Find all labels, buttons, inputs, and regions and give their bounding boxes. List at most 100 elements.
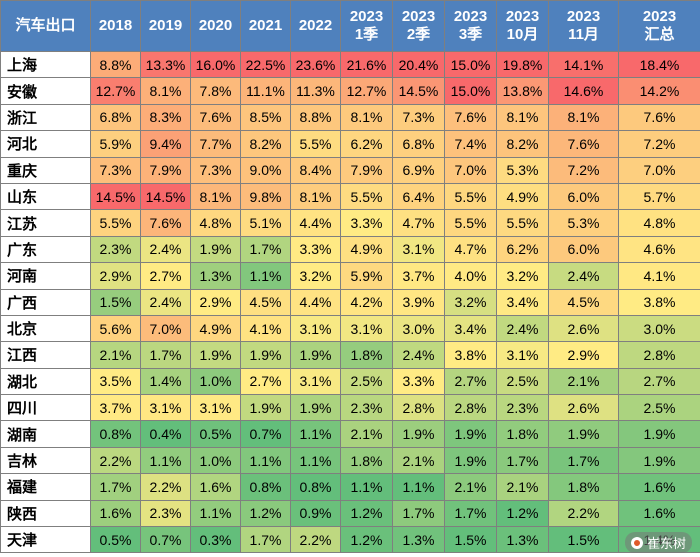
- heatmap-cell: 0.8%: [90, 420, 141, 448]
- heatmap-cell: 4.1%: [618, 262, 700, 290]
- heatmap-cell: 8.1%: [190, 182, 241, 211]
- heatmap-cell: 0.5%: [190, 420, 241, 448]
- heatmap-cell: 15.0%: [444, 77, 497, 105]
- column-header-line: 3季: [458, 26, 483, 43]
- table-row: 吉林 2.2% 1.1% 1.0% 1.1% 1.1% 1.8% 2.1% 1.9% 1.7% 1.…: [0, 446, 700, 475]
- heatmap-cell: 3.4%: [496, 288, 549, 316]
- heatmap-cell: 1.9%: [240, 341, 291, 369]
- heatmap-cell: 1.7%: [90, 473, 141, 501]
- column-header-line: 2020: [198, 17, 233, 34]
- heatmap-cell: 2.4%: [392, 341, 445, 369]
- heatmap-cell: 1.7%: [140, 341, 191, 369]
- heatmap-cell: 7.6%: [140, 209, 191, 237]
- heatmap-cell: 7.0%: [618, 156, 700, 184]
- heatmap-cell: 3.2%: [496, 262, 549, 290]
- heatmap-cell: 4.9%: [340, 235, 393, 264]
- heatmap-cell: 3.3%: [392, 367, 445, 396]
- heatmap-cell: 3.4%: [444, 314, 497, 343]
- heatmap-cell: 8.5%: [240, 103, 291, 132]
- column-header: 2023 10月: [496, 0, 549, 52]
- heatmap-cell: 1.9%: [290, 341, 341, 369]
- heatmap-cell: 4.9%: [190, 314, 241, 343]
- heatmap-cell: 3.2%: [444, 288, 497, 316]
- heatmap-cell: 9.8%: [240, 182, 291, 211]
- heatmap-cell: 6.8%: [90, 103, 141, 132]
- column-header-line: 2023: [642, 8, 677, 25]
- heatmap-cell: 1.9%: [190, 235, 241, 264]
- heatmap-cell: 1.9%: [190, 341, 241, 369]
- heatmap-cell: 1.8%: [548, 473, 619, 501]
- column-header-line: 2022: [298, 17, 333, 34]
- heatmap-cell: 2.7%: [240, 367, 291, 396]
- column-header: 2022: [290, 0, 341, 52]
- row-label: 浙江: [0, 103, 91, 132]
- table-row: 上海 8.8% 13.3% 16.0% 22.5% 23.6% 21.6% 20.4% 15.0…: [0, 50, 700, 79]
- heatmap-cell: 2.9%: [548, 341, 619, 369]
- heatmap-cell: 14.2%: [618, 77, 700, 105]
- heatmap-cell: 6.0%: [548, 182, 619, 211]
- heatmap-cell: 7.2%: [548, 156, 619, 184]
- heatmap-cell: 2.3%: [90, 235, 141, 264]
- heatmap-cell: 3.7%: [90, 394, 141, 422]
- table-row: 天津 0.5% 0.7% 0.3% 1.7% 2.2% 1.2% 1.3% 1.5% 1.3% 1.…: [0, 526, 700, 554]
- column-header-line: 2023: [401, 8, 436, 25]
- column-header-line: 2023: [566, 8, 601, 25]
- heatmap-cell: 3.2%: [290, 262, 341, 290]
- heatmap-cell: 2.6%: [548, 314, 619, 343]
- heatmap-cell: 3.1%: [496, 341, 549, 369]
- heatmap-cell: 4.4%: [290, 288, 341, 316]
- column-header-line: 2023: [453, 8, 488, 25]
- heatmap-cell: 1.9%: [444, 420, 497, 448]
- heatmap-cell: 1.6%: [618, 499, 700, 528]
- heatmap-cell: 4.4%: [290, 209, 341, 237]
- heatmap-cell: 3.1%: [140, 394, 191, 422]
- heatmap-cell: 1.6%: [618, 473, 700, 501]
- heatmap-cell: 22.5%: [240, 50, 291, 79]
- heatmap-cell: 1.6%: [90, 499, 141, 528]
- heatmap-cell: 2.1%: [444, 473, 497, 501]
- row-label: 重庆: [0, 156, 91, 184]
- heatmap-cell: 2.7%: [618, 367, 700, 396]
- heatmap-cell: 3.8%: [444, 341, 497, 369]
- watermark-text: 崔东树: [646, 537, 686, 552]
- heatmap-cell: 2.5%: [340, 367, 393, 396]
- heatmap-cell: 0.8%: [240, 473, 291, 501]
- column-header-line: 2023: [505, 8, 540, 25]
- heatmap-cell: 14.6%: [548, 77, 619, 105]
- heatmap-cell: 3.1%: [190, 394, 241, 422]
- column-header-line: 11月: [568, 26, 599, 43]
- column-header: 2023 汇总: [618, 0, 700, 52]
- heatmap-cell: 2.5%: [618, 394, 700, 422]
- heatmap-cell: 1.5%: [90, 288, 141, 316]
- column-header-line: 10月: [506, 26, 539, 43]
- heatmap-cell: 1.8%: [340, 341, 393, 369]
- heatmap-cell: 12.7%: [340, 77, 393, 105]
- column-header-line: 2023: [349, 8, 384, 25]
- heatmap-cell: 7.8%: [190, 77, 241, 105]
- heatmap-cell: 8.3%: [140, 103, 191, 132]
- heatmap-cell: 2.5%: [496, 367, 549, 396]
- heatmap-cell: 13.8%: [496, 77, 549, 105]
- column-header-line: 2021: [248, 17, 283, 34]
- heatmap-cell: 1.8%: [496, 420, 549, 448]
- heatmap-cell: 1.7%: [240, 235, 291, 264]
- heatmap-cell: 12.7%: [90, 77, 141, 105]
- heatmap-cell: 0.5%: [90, 526, 141, 554]
- heatmap-cell: 4.5%: [548, 288, 619, 316]
- heatmap-cell: 2.2%: [140, 473, 191, 501]
- heatmap-cell: 15.0%: [444, 50, 497, 79]
- heatmap-cell: 1.5%: [444, 526, 497, 554]
- table-row: 四川 3.7% 3.1% 3.1% 1.9% 1.9% 2.3% 2.8% 2.8% 2.3% 2.…: [0, 394, 700, 422]
- heatmap-cell: 6.2%: [340, 130, 393, 158]
- heatmap-cell: 1.9%: [290, 394, 341, 422]
- heatmap-cell: 1.1%: [140, 446, 191, 475]
- heatmap-cell: 2.3%: [496, 394, 549, 422]
- heatmap-cell: 7.2%: [618, 130, 700, 158]
- heatmap-cell: 14.5%: [392, 77, 445, 105]
- heatmap-cell: 18.4%: [618, 50, 700, 79]
- heatmap-cell: 2.9%: [90, 262, 141, 290]
- heatmap-cell: 2.1%: [392, 446, 445, 475]
- heatmap-cell: 19.8%: [496, 50, 549, 79]
- heatmap-cell: 7.9%: [340, 156, 393, 184]
